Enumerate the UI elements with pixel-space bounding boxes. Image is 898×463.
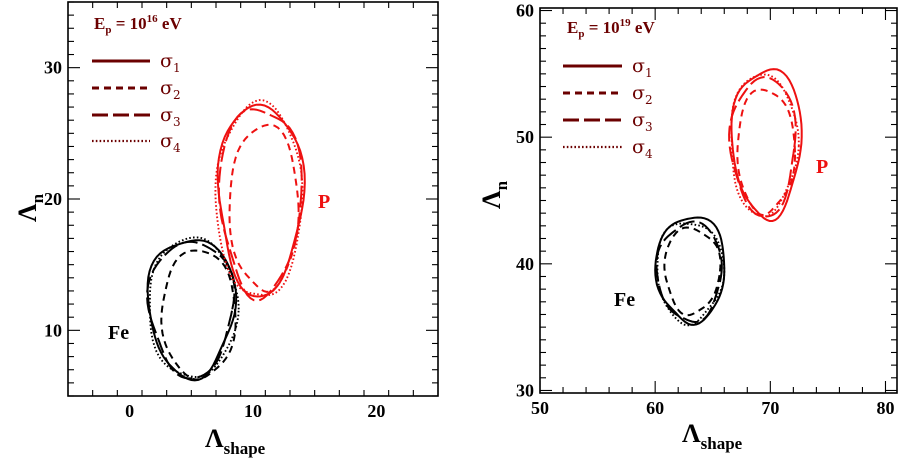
- p-contour-solid: [730, 68, 803, 222]
- x-tick-label: 20: [367, 401, 385, 421]
- p-contour-longdash: [217, 108, 303, 302]
- y-tick-label: 60: [516, 1, 534, 21]
- y-tick-label: 30: [44, 58, 62, 78]
- fe-contour-solid: [654, 216, 726, 326]
- legend-label: σ1: [160, 50, 181, 75]
- p-contour-longdash: [728, 76, 797, 218]
- legend-label: σ1: [632, 55, 653, 80]
- x-axis-title: Λshape: [205, 424, 266, 458]
- legend-label: σ3: [160, 104, 181, 129]
- legend-label: σ3: [632, 109, 653, 134]
- legend-label: σ4: [160, 130, 181, 155]
- fe-label: Fe: [108, 322, 129, 344]
- x-tick-label: 0: [125, 401, 134, 421]
- y-tick-label: 40: [516, 254, 534, 274]
- y-tick-label: 30: [516, 380, 534, 400]
- legend-label: σ2: [160, 77, 181, 102]
- x-tick-label: 10: [244, 401, 262, 421]
- energy-label: Ep = 1019 eV: [567, 17, 655, 40]
- legend-label: σ4: [632, 136, 653, 161]
- x-tick-label: 50: [531, 398, 549, 418]
- p-label: P: [816, 156, 828, 178]
- p-contour-solid: [216, 103, 306, 298]
- x-axis-title: Λshape: [682, 419, 743, 453]
- x-tick-label: 70: [761, 398, 779, 418]
- p-contour-dotted: [214, 99, 304, 297]
- x-tick-label: 80: [876, 398, 894, 418]
- fe-contour-longdash: [146, 240, 236, 380]
- fe-contour-longdash: [655, 220, 723, 324]
- y-tick-label: 10: [44, 320, 62, 340]
- fe-contour-solid: [146, 239, 238, 382]
- x-tick-label: 60: [646, 398, 664, 418]
- y-tick-label: 20: [44, 189, 62, 209]
- p-contour-dashed: [228, 123, 300, 293]
- p-label: P: [318, 191, 330, 213]
- fe-contour-dotted: [148, 236, 240, 378]
- chart-panel-2: 50 60 70 80 30 40 50 60 Λshape Λn Ep = 1019 eV σ1σ2…: [477, 1, 898, 453]
- fe-contour-dashed: [160, 249, 237, 381]
- p-contour-dashed: [736, 88, 796, 217]
- y-axis-title: Λn: [477, 180, 511, 209]
- fe-label: Fe: [614, 289, 635, 311]
- energy-label: Ep = 1016 eV: [94, 13, 182, 36]
- fe-contour-dashed: [663, 226, 722, 317]
- y-tick-label: 50: [516, 127, 534, 147]
- y-axis-title: Λn: [13, 193, 47, 222]
- fe-contour-dotted: [656, 222, 726, 327]
- legend-label: σ2: [632, 82, 653, 107]
